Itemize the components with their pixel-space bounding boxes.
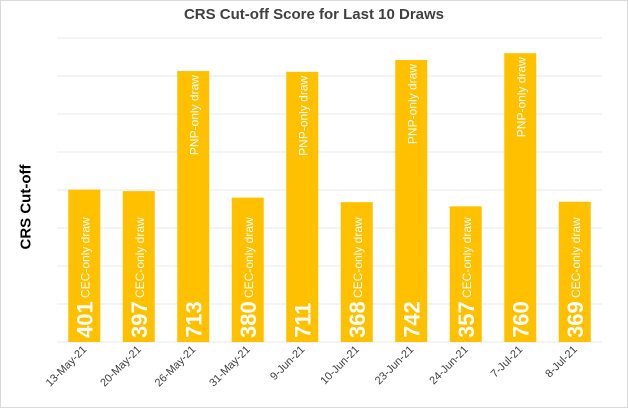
bar-annotation-label: CEC-only draw: [133, 217, 147, 298]
bar: [340, 202, 373, 342]
bar-annotation-label: CEC-only draw: [78, 217, 92, 298]
x-tick-label: 31-May-21: [207, 344, 253, 390]
bar-value-label: 711: [290, 303, 315, 339]
bar: [504, 53, 537, 342]
bar: [122, 191, 155, 342]
bar-value-label: 380: [236, 301, 261, 338]
x-tick-label: 8-Jul-21: [543, 344, 580, 381]
bar-labels: 401 CEC-only draw 397 CEC-only draw 713 PNP-o…: [72, 57, 588, 338]
bar: [286, 71, 319, 342]
bar-value-label: 760: [508, 301, 533, 338]
bar-annotation-label: PNP-only draw: [187, 75, 201, 155]
bar-annotation-label: CEC-only draw: [351, 217, 365, 298]
bar-value-label: 713: [181, 301, 206, 338]
bar-value-label: 742: [399, 301, 424, 338]
bar-annotation-label: PNP-only draw: [405, 64, 419, 144]
x-tick-labels: 13-May-21 20-May-21 26-May-21 31-May-21 9-Ju…: [44, 344, 580, 390]
bar: [558, 201, 591, 342]
bar-annotation-label: CEC-only draw: [242, 217, 256, 298]
x-tick-label: 7-Jul-21: [489, 344, 526, 381]
bar-value-label: 397: [127, 301, 152, 338]
x-tick-label: 23-Jun-21: [373, 344, 417, 388]
x-tick-label: 9-Jun-21: [268, 344, 307, 383]
bar: [231, 197, 264, 342]
x-tick-label: 20-May-21: [98, 344, 144, 390]
chart-title: CRS Cut-off Score for Last 10 Draws: [183, 6, 445, 23]
bar-value-label: 369: [563, 301, 588, 338]
x-tick-label: 26-May-21: [153, 344, 199, 390]
bar-value-label: 368: [345, 301, 370, 338]
bar-value-label: 401: [72, 301, 97, 338]
x-tick-label: 13-May-21: [44, 344, 90, 390]
x-tick-label: 24-Jun-21: [427, 344, 471, 388]
bar: [68, 189, 101, 342]
bar-annotation-label: PNP-only draw: [296, 75, 310, 155]
bar: [449, 206, 482, 342]
bar: [395, 60, 428, 342]
bars: [68, 53, 591, 342]
bar-annotation-label: PNP-only draw: [514, 57, 528, 137]
x-tick-label: 10-Jun-21: [318, 344, 362, 388]
bar-annotation-label: CEC-only draw: [460, 217, 474, 298]
bar-value-label: 357: [454, 301, 479, 338]
bar: [177, 71, 210, 342]
bar-annotation-label: CEC-only draw: [569, 217, 583, 298]
